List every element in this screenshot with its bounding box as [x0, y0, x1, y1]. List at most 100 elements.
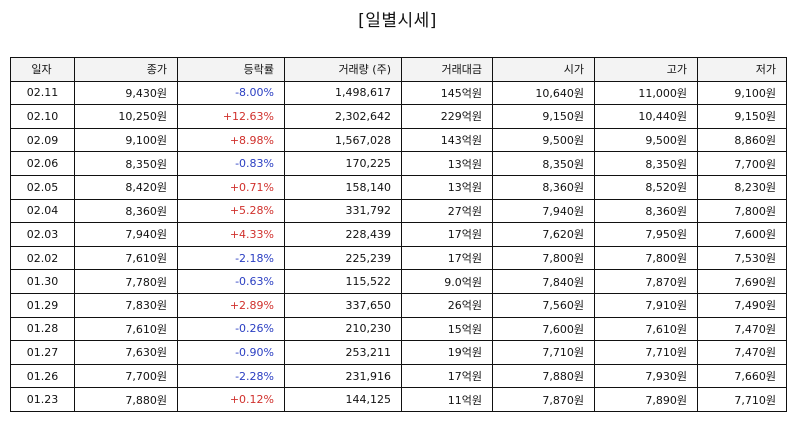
cell-open: 7,600원 — [492, 316, 595, 342]
cell-open: 7,620원 — [492, 222, 595, 247]
cell-trade-amount: 26억원 — [401, 292, 493, 318]
table-row: 02.04 8,360원 +5.28% 331,792 27억원 7,940원 8,360원… — [10, 198, 787, 224]
cell-low: 8,860원 — [697, 127, 787, 153]
cell-open: 8,350원 — [492, 151, 595, 176]
cell-open: 8,360원 — [492, 174, 595, 200]
cell-trade-amount: 13억원 — [401, 151, 493, 176]
cell-volume: 1,498,617 — [284, 80, 402, 106]
cell-close: 9,430원 — [74, 80, 178, 106]
cell-change-rate: -0.63% — [177, 269, 285, 294]
cell-date: 02.06 — [10, 151, 75, 176]
cell-high: 7,800원 — [594, 245, 698, 271]
cell-change-rate: -0.26% — [177, 316, 285, 342]
cell-trade-amount: 11억원 — [401, 387, 493, 412]
cell-low: 9,150원 — [697, 104, 787, 129]
cell-open: 7,870원 — [492, 387, 595, 412]
cell-date: 02.11 — [10, 80, 75, 106]
cell-close: 7,880원 — [74, 387, 178, 412]
cell-trade-amount: 143억원 — [401, 127, 493, 153]
table-row: 02.10 10,250원 +12.63% 2,302,642 229억원 9,150원 1… — [10, 104, 787, 129]
cell-high: 7,870원 — [594, 269, 698, 294]
cell-trade-amount: 17억원 — [401, 245, 493, 271]
cell-change-rate: +0.12% — [177, 387, 285, 412]
header-trade-amount: 거래대금 — [401, 57, 493, 82]
table-row: 02.09 9,100원 +8.98% 1,567,028 143억원 9,500원 9,5… — [10, 127, 787, 153]
cell-trade-amount: 15억원 — [401, 316, 493, 342]
cell-change-rate: +5.28% — [177, 198, 285, 224]
table-row: 01.23 7,880원 +0.12% 144,125 11억원 7,870원 7,890원… — [10, 387, 787, 412]
cell-low: 7,710원 — [697, 387, 787, 412]
cell-date: 01.28 — [10, 316, 75, 342]
table-header-row: 일자 종가 등락률 거래량 (주) 거래대금 시가 고가 저가 — [10, 57, 787, 82]
cell-high: 8,350원 — [594, 151, 698, 176]
cell-high: 7,610원 — [594, 316, 698, 342]
cell-date: 02.02 — [10, 245, 75, 271]
cell-open: 7,840원 — [492, 269, 595, 294]
cell-volume: 115,522 — [284, 269, 402, 294]
cell-trade-amount: 13억원 — [401, 174, 493, 200]
cell-low: 7,700원 — [697, 151, 787, 176]
cell-high: 7,950원 — [594, 222, 698, 247]
table-row: 02.02 7,610원 -2.18% 225,239 17억원 7,800원 7,800원… — [10, 245, 787, 271]
cell-volume: 144,125 — [284, 387, 402, 412]
cell-low: 7,470원 — [697, 340, 787, 365]
cell-volume: 228,439 — [284, 222, 402, 247]
cell-low: 7,470원 — [697, 316, 787, 342]
cell-change-rate: +2.89% — [177, 292, 285, 318]
cell-trade-amount: 9.0억원 — [401, 269, 493, 294]
cell-date: 02.09 — [10, 127, 75, 153]
cell-open: 7,880원 — [492, 363, 595, 389]
cell-open: 7,940원 — [492, 198, 595, 224]
cell-change-rate: +12.63% — [177, 104, 285, 129]
cell-low: 7,490원 — [697, 292, 787, 318]
table-row: 02.06 8,350원 -0.83% 170,225 13억원 8,350원 8,350원… — [10, 151, 787, 176]
table-row: 02.11 9,430원 -8.00% 1,498,617 145억원 10,640원 11… — [10, 80, 787, 106]
header-change-rate: 등락률 — [177, 57, 285, 82]
cell-open: 10,640원 — [492, 80, 595, 106]
cell-close: 8,350원 — [74, 151, 178, 176]
cell-volume: 337,650 — [284, 292, 402, 318]
cell-volume: 1,567,028 — [284, 127, 402, 153]
cell-high: 9,500원 — [594, 127, 698, 153]
cell-date: 01.27 — [10, 340, 75, 365]
cell-date: 02.10 — [10, 104, 75, 129]
cell-close: 9,100원 — [74, 127, 178, 153]
table-row: 02.05 8,420원 +0.71% 158,140 13억원 8,360원 8,520원… — [10, 174, 787, 200]
table-row: 01.29 7,830원 +2.89% 337,650 26억원 7,560원 7,910원… — [10, 292, 787, 318]
cell-date: 02.05 — [10, 174, 75, 200]
cell-close: 7,630원 — [74, 340, 178, 365]
cell-low: 7,690원 — [697, 269, 787, 294]
cell-close: 10,250원 — [74, 104, 178, 129]
header-volume: 거래량 (주) — [284, 57, 402, 82]
cell-open: 7,710원 — [492, 340, 595, 365]
cell-close: 8,360원 — [74, 198, 178, 224]
cell-close: 7,610원 — [74, 245, 178, 271]
cell-volume: 231,916 — [284, 363, 402, 389]
cell-close: 7,940원 — [74, 222, 178, 247]
cell-low: 7,600원 — [697, 222, 787, 247]
cell-high: 7,890원 — [594, 387, 698, 412]
table-row: 01.26 7,700원 -2.28% 231,916 17억원 7,880원 7,930원… — [10, 363, 787, 389]
cell-change-rate: -0.90% — [177, 340, 285, 365]
cell-low: 9,100원 — [697, 80, 787, 106]
cell-high: 8,520원 — [594, 174, 698, 200]
cell-volume: 158,140 — [284, 174, 402, 200]
cell-high: 8,360원 — [594, 198, 698, 224]
cell-low: 8,230원 — [697, 174, 787, 200]
cell-volume: 253,211 — [284, 340, 402, 365]
cell-high: 7,910원 — [594, 292, 698, 318]
table-row: 01.28 7,610원 -0.26% 210,230 15억원 7,600원 7,610원… — [10, 316, 787, 342]
cell-change-rate: +0.71% — [177, 174, 285, 200]
cell-close: 7,780원 — [74, 269, 178, 294]
page-title: [일별시세] — [358, 11, 437, 31]
cell-date: 02.03 — [10, 222, 75, 247]
cell-open: 9,150원 — [492, 104, 595, 129]
cell-trade-amount: 229억원 — [401, 104, 493, 129]
cell-trade-amount: 145억원 — [401, 80, 493, 106]
cell-trade-amount: 17억원 — [401, 222, 493, 247]
cell-volume: 2,302,642 — [284, 104, 402, 129]
cell-high: 7,930원 — [594, 363, 698, 389]
cell-low: 7,660원 — [697, 363, 787, 389]
cell-low: 7,530원 — [697, 245, 787, 271]
cell-low: 7,800원 — [697, 198, 787, 224]
